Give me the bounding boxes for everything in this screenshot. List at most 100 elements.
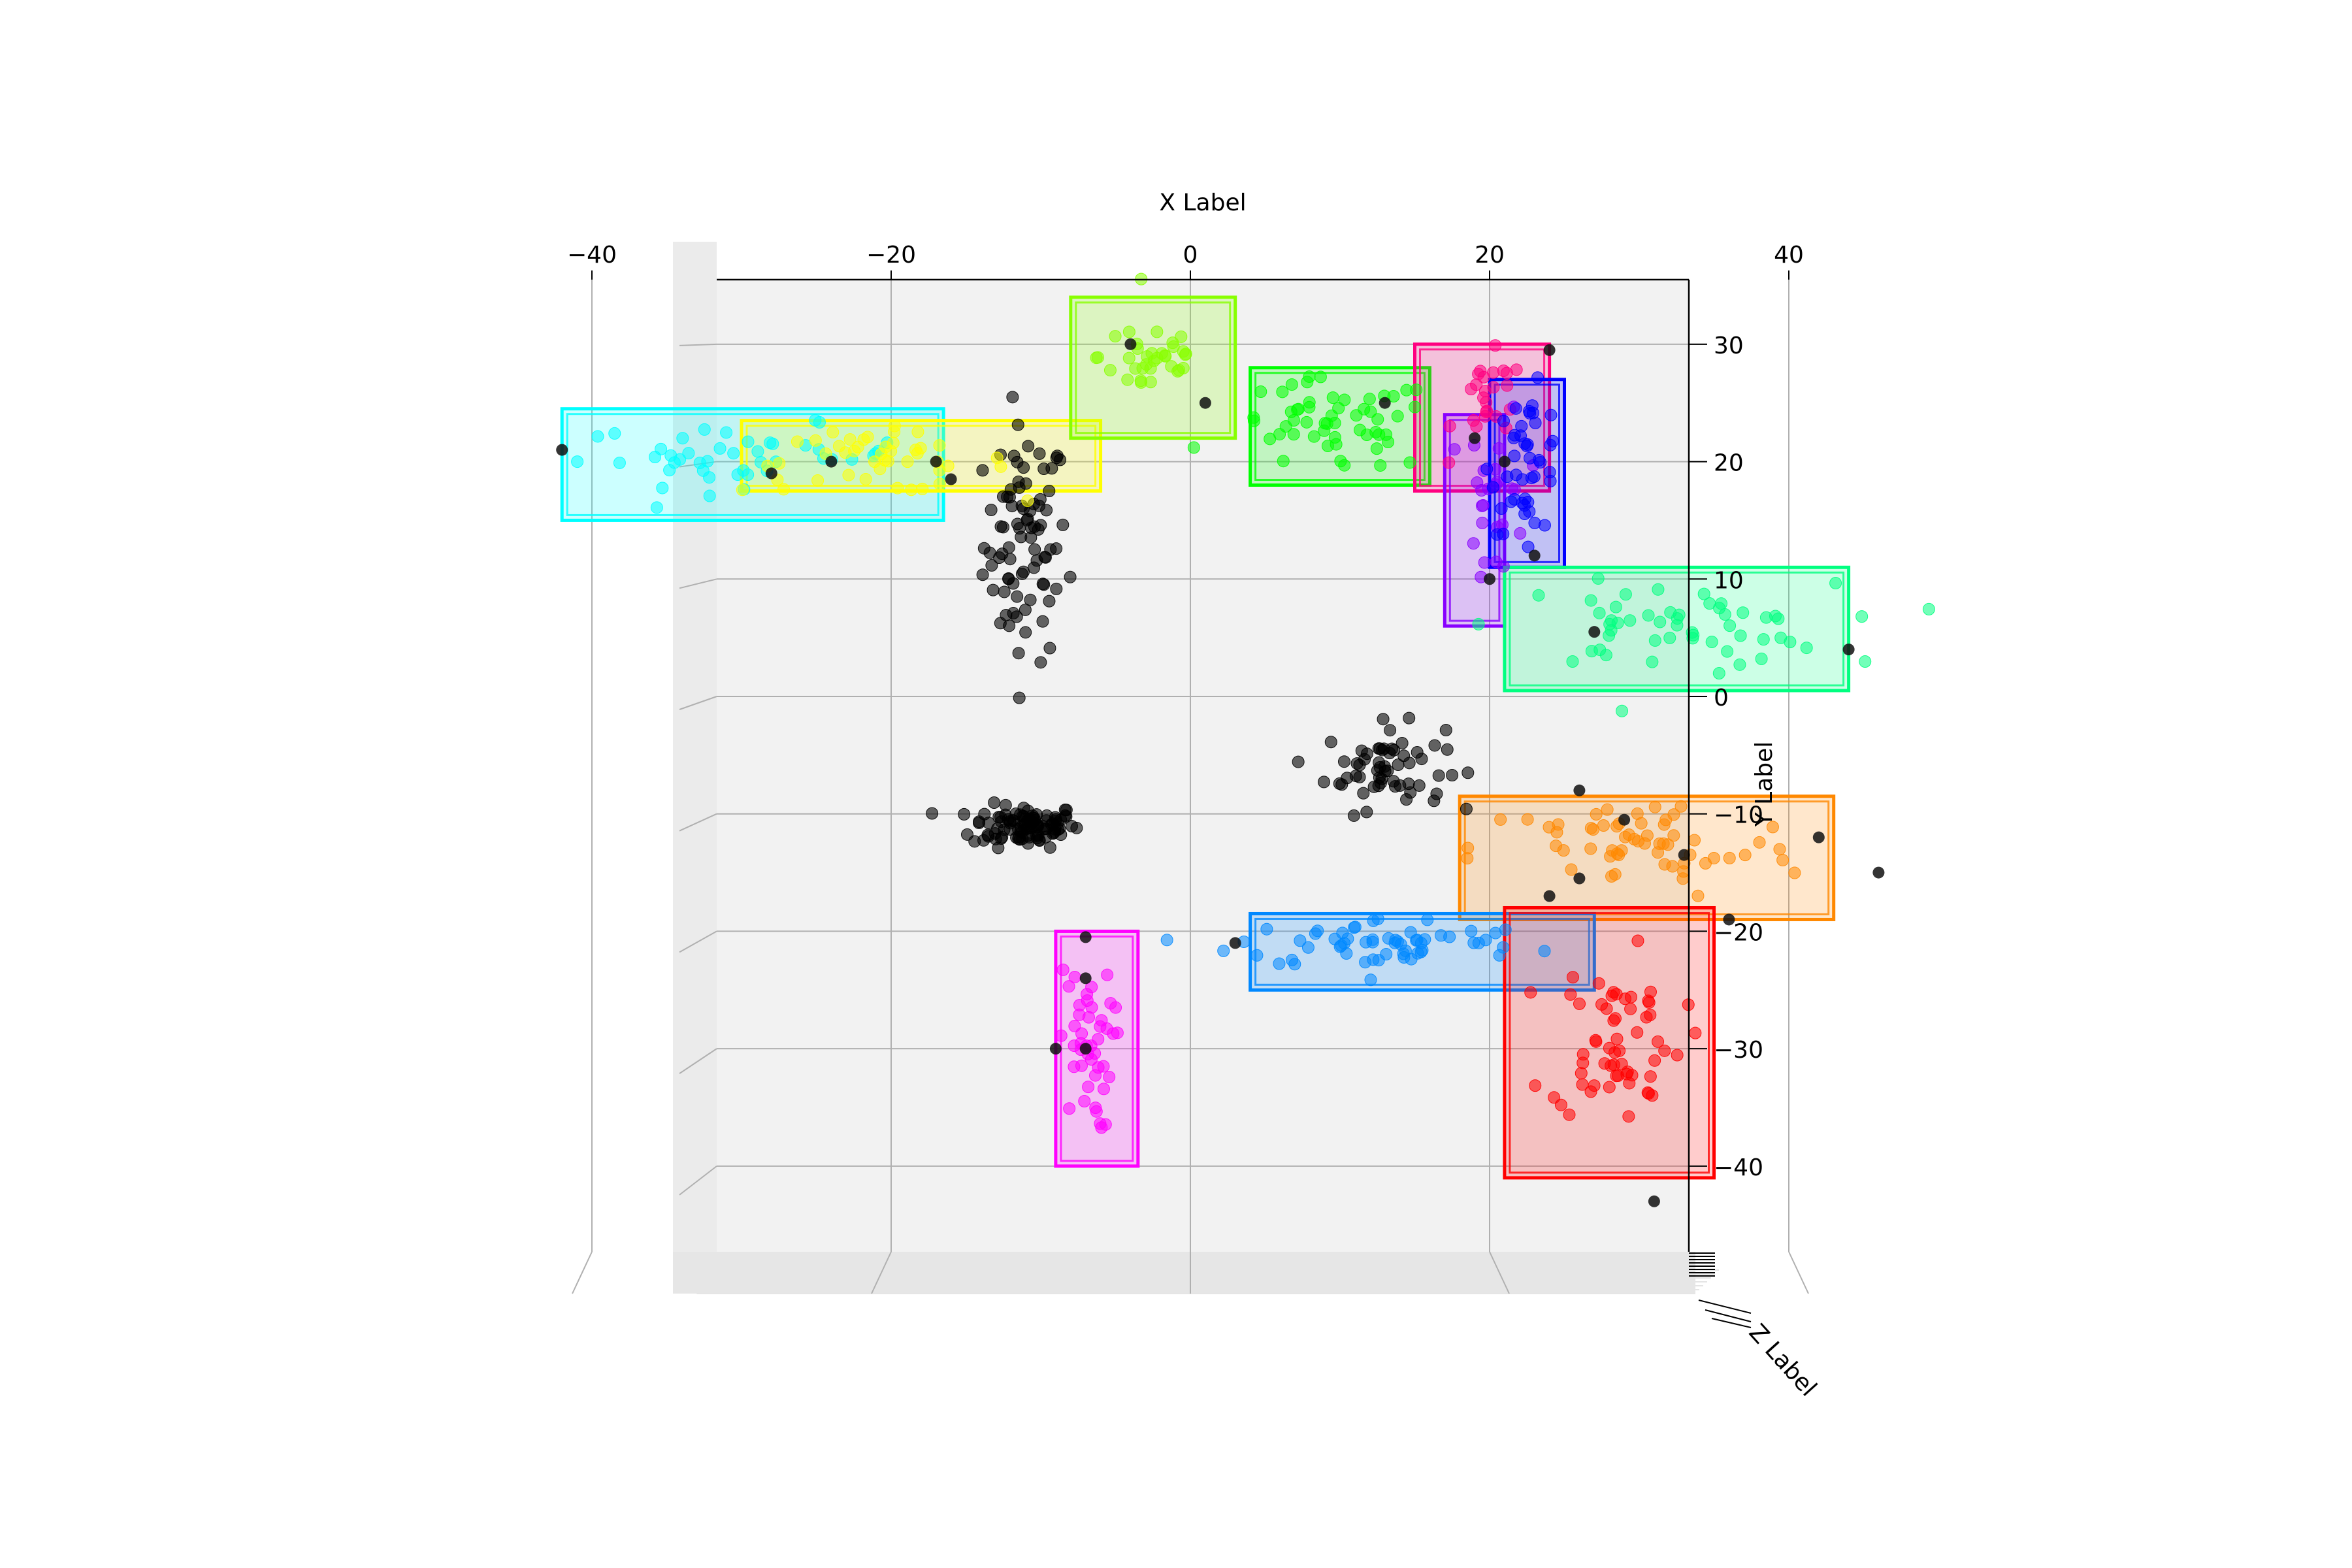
scatter-point xyxy=(1287,428,1300,441)
scatter-point xyxy=(1624,1002,1637,1015)
scatter-point xyxy=(842,468,855,482)
scatter-point xyxy=(650,501,663,514)
scatter-point xyxy=(1432,769,1445,782)
y-ticks: 30 20 10 0 −10 −20 −30 −40 xyxy=(1689,333,1763,1181)
scatter-point xyxy=(1324,736,1337,749)
cluster-box-inner xyxy=(1509,911,1710,1174)
scatter-point xyxy=(1733,658,1746,671)
scatter-point xyxy=(1610,1032,1624,1045)
scatter-point xyxy=(1576,1078,1589,1091)
scatter-point xyxy=(571,455,584,468)
scatter-point xyxy=(1592,977,1605,990)
scatter-point xyxy=(1277,455,1290,468)
scatter-point xyxy=(1697,587,1710,600)
scatter-point xyxy=(1472,617,1485,630)
scatter-point xyxy=(1772,612,1785,625)
scatter-point xyxy=(1373,756,1386,769)
scatter-point xyxy=(1373,428,1386,441)
outlier-point xyxy=(1573,872,1586,885)
scatter-point xyxy=(703,489,716,502)
scatter-point xyxy=(1303,370,1316,383)
scatter-point xyxy=(1773,843,1786,856)
scatter-point xyxy=(973,815,986,828)
scatter-point xyxy=(1121,373,1134,386)
scatter-point xyxy=(1465,382,1478,395)
scatter-point xyxy=(985,559,998,572)
scatter-point xyxy=(1371,413,1384,426)
scatter-point xyxy=(1509,402,1522,415)
scatter-point xyxy=(1347,809,1360,822)
scatter-point xyxy=(1566,971,1579,984)
scatter-point xyxy=(1478,556,1491,569)
scatter-point xyxy=(1487,366,1500,379)
pane-side-left xyxy=(673,242,717,1294)
scatter-point xyxy=(1217,944,1230,957)
x-tick-label: −40 xyxy=(567,242,617,269)
z-ticks xyxy=(1689,1252,1752,1328)
scatter-point xyxy=(1521,813,1534,826)
x-tick-label: 0 xyxy=(1183,242,1198,269)
scatter-point xyxy=(1022,440,1035,453)
scatter-point xyxy=(1859,655,1872,668)
scatter-point xyxy=(1122,325,1135,338)
scatter-point xyxy=(1584,842,1597,855)
scatter-point xyxy=(727,447,740,460)
scatter-point xyxy=(1360,806,1373,819)
outlier-point xyxy=(1812,831,1825,843)
scatter-point xyxy=(1017,565,1030,578)
outlier-point xyxy=(1498,455,1511,468)
scatter-point xyxy=(751,445,764,458)
scatter-point xyxy=(1757,633,1770,646)
scatter-point xyxy=(1603,617,1616,630)
z-tick-labels-overlap xyxy=(1698,1299,1752,1328)
scatter-point xyxy=(1411,947,1424,960)
scatter-point xyxy=(1705,636,1718,649)
scatter-point xyxy=(976,568,989,581)
scatter-point xyxy=(1288,958,1301,971)
scatter-point xyxy=(1085,1001,1098,1014)
scatter-point xyxy=(901,455,914,468)
y-tick-label: 10 xyxy=(1714,567,1744,594)
scatter-point xyxy=(926,807,939,820)
scatter-point xyxy=(1531,371,1544,384)
scatter-point xyxy=(911,425,924,438)
scatter-points xyxy=(571,272,1935,1134)
scatter-point xyxy=(1550,826,1563,839)
scatter-point xyxy=(1587,823,1600,836)
scatter-point xyxy=(777,483,791,496)
outlier-point xyxy=(930,455,942,468)
scatter-point xyxy=(1011,418,1024,431)
scatter-point xyxy=(1033,833,1046,846)
scatter-point xyxy=(1644,985,1657,998)
scatter-point xyxy=(1492,442,1505,455)
scatter-point xyxy=(1734,629,1747,642)
scatter-point xyxy=(1400,384,1413,397)
scatter-point xyxy=(1510,468,1523,482)
scatter-point xyxy=(1051,449,1064,463)
scatter-point xyxy=(1800,642,1813,655)
scatter-point xyxy=(1673,608,1686,621)
scatter-point xyxy=(811,474,825,487)
scatter-point xyxy=(1538,519,1551,532)
scatter-point xyxy=(1526,399,1539,412)
scatter-point xyxy=(982,830,995,843)
scatter-point xyxy=(1040,504,1053,517)
scatter-point xyxy=(1688,834,1701,847)
scatter-point xyxy=(1443,419,1456,433)
scatter-point xyxy=(1550,840,1563,853)
scatter-point xyxy=(1723,851,1736,864)
outlier-point xyxy=(1124,338,1137,350)
scatter-point xyxy=(1411,745,1424,759)
pane-edges xyxy=(673,242,1719,1294)
x-gridline-depth xyxy=(1489,1251,1510,1294)
scatter-point xyxy=(1644,1070,1657,1083)
scatter-point xyxy=(1397,749,1411,762)
outlier-point xyxy=(1199,397,1211,409)
scatter-point xyxy=(791,435,804,448)
scatter-point xyxy=(1495,502,1508,515)
scatter-point xyxy=(1034,493,1047,506)
scatter-point xyxy=(1391,410,1404,423)
outlier-point xyxy=(1588,626,1601,638)
scatter-point xyxy=(976,464,989,477)
scatter-point xyxy=(960,828,973,841)
